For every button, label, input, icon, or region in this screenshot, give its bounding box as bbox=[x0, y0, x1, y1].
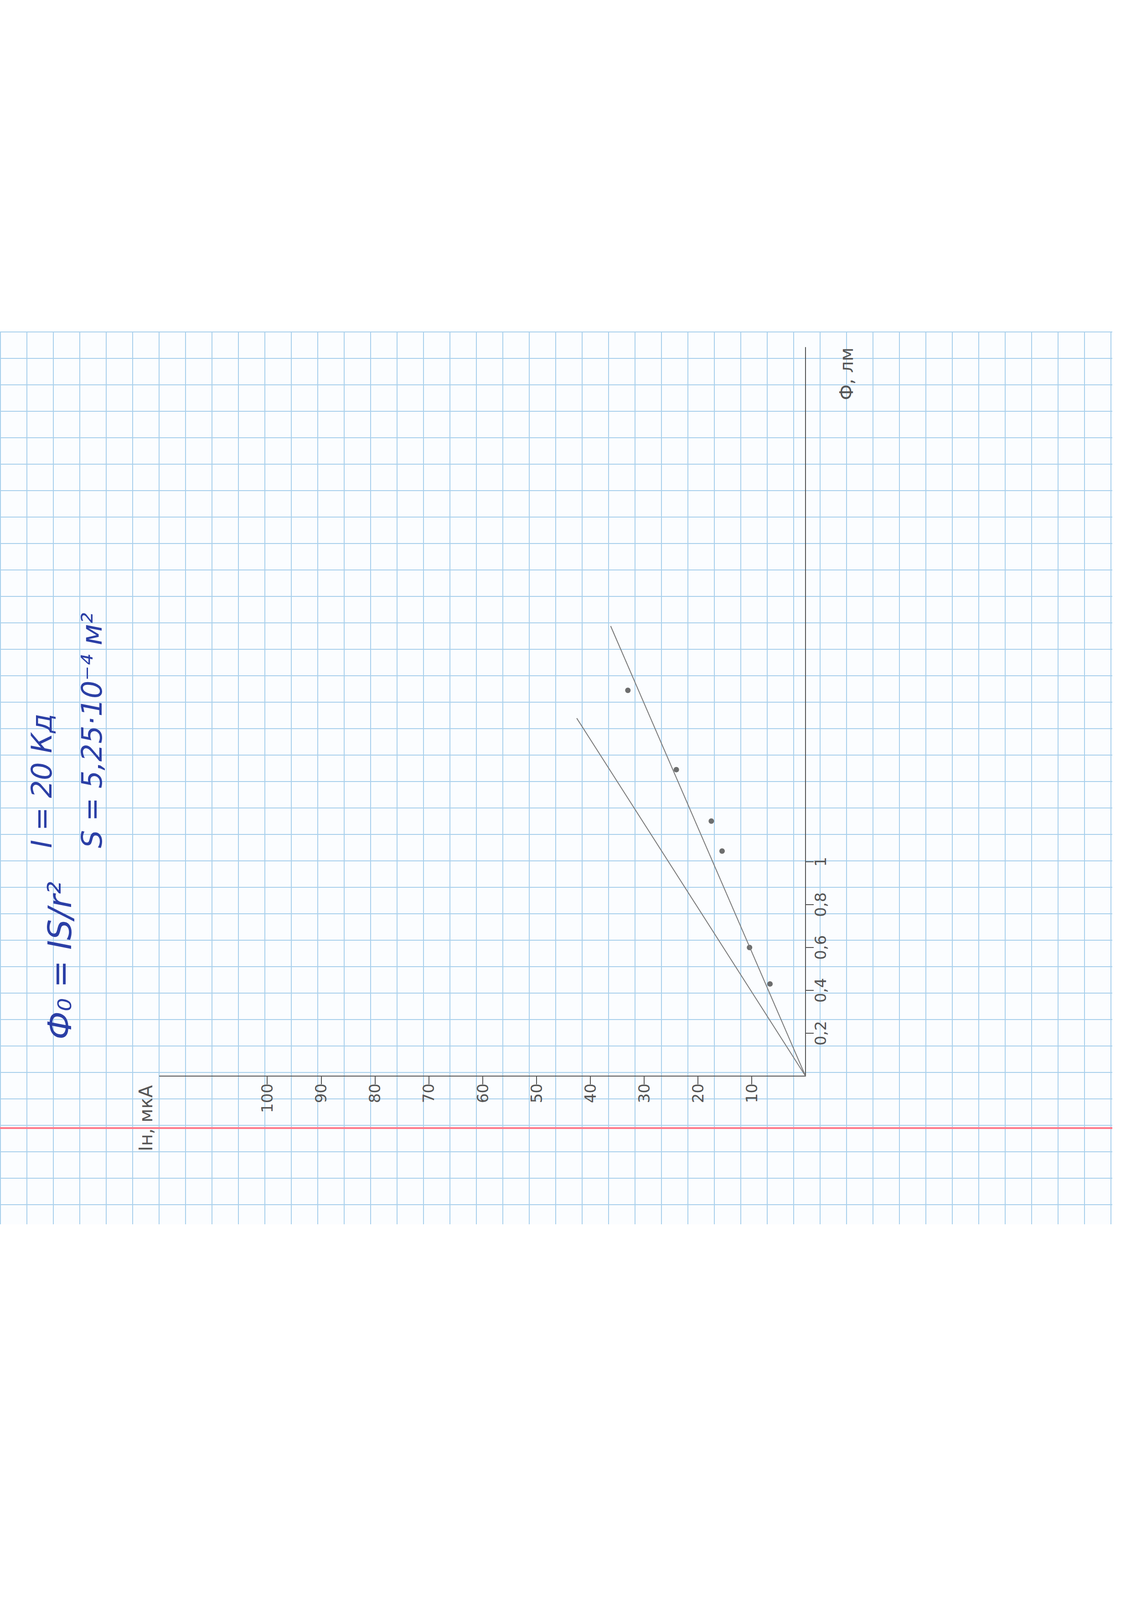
svg-text:30: 30 bbox=[635, 1083, 654, 1103]
svg-text:0,6: 0,6 bbox=[811, 934, 830, 960]
svg-text:Ф₀ = IS/r²: Ф₀ = IS/r² bbox=[40, 881, 79, 1040]
svg-text:0,2: 0,2 bbox=[811, 1020, 830, 1046]
svg-text:20: 20 bbox=[688, 1083, 708, 1103]
svg-text:Ф, лм: Ф, лм bbox=[836, 347, 858, 401]
svg-text:I = 20 Кд: I = 20 Кд bbox=[25, 713, 59, 848]
svg-text:60: 60 bbox=[473, 1083, 492, 1103]
svg-text:70: 70 bbox=[419, 1083, 438, 1103]
svg-text:S = 5,25·10⁻⁴ м²: S = 5,25·10⁻⁴ м² bbox=[75, 612, 109, 848]
svg-text:1: 1 bbox=[811, 856, 830, 867]
svg-text:40: 40 bbox=[581, 1083, 600, 1103]
svg-text:10: 10 bbox=[742, 1083, 761, 1103]
svg-text:90: 90 bbox=[311, 1083, 331, 1103]
svg-text:0,8: 0,8 bbox=[811, 892, 830, 917]
svg-text:0,4: 0,4 bbox=[811, 977, 830, 1003]
svg-text:Iн, мкА: Iн, мкА bbox=[135, 1084, 157, 1152]
svg-text:100: 100 bbox=[258, 1083, 277, 1113]
svg-text:50: 50 bbox=[527, 1083, 546, 1103]
svg-text:80: 80 bbox=[365, 1083, 384, 1103]
